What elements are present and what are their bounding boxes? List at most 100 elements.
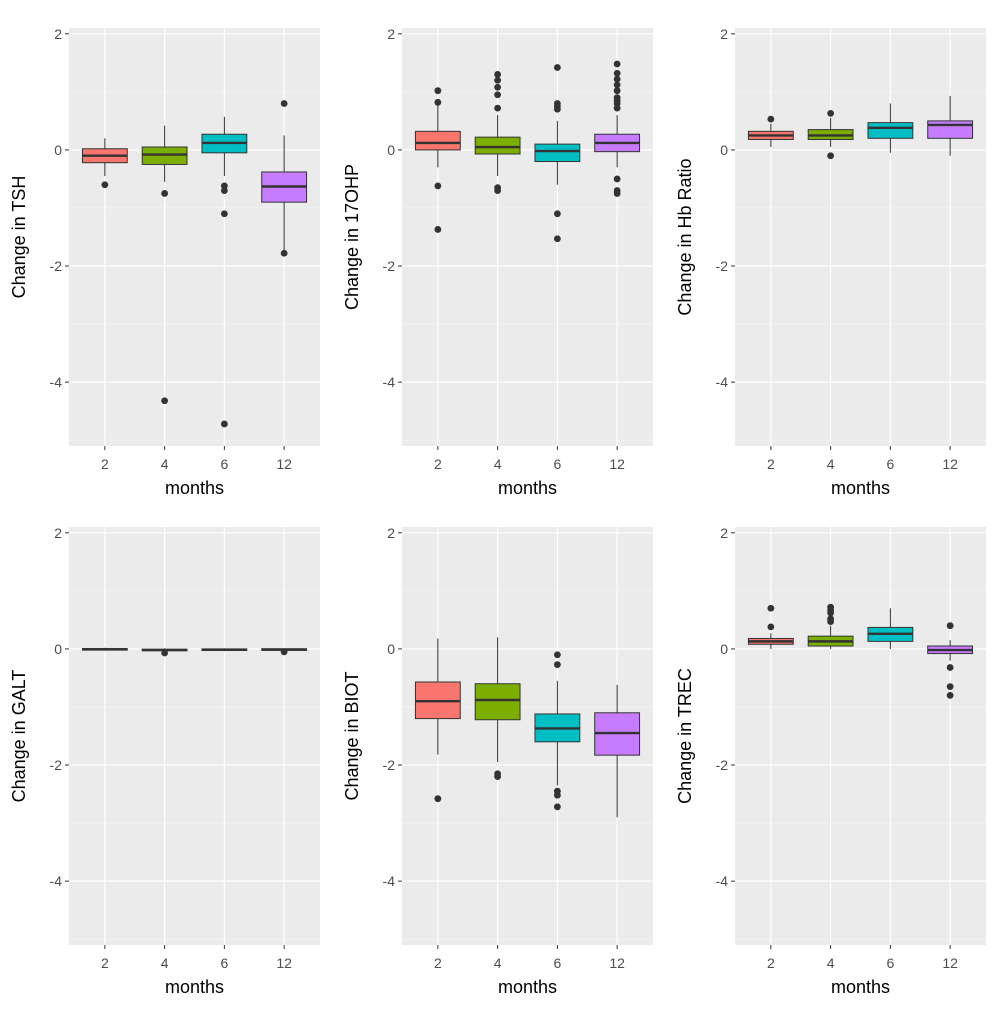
outlier-point (434, 795, 442, 803)
outlier-point (613, 190, 621, 197)
outlier-point (494, 187, 502, 194)
box-6-months (534, 64, 581, 243)
outlier-point (767, 604, 775, 612)
outlier-point (101, 181, 109, 189)
x-tick-label: 2 (101, 456, 109, 472)
outlier-point (613, 69, 621, 77)
y-tick-label: -4 (383, 873, 396, 889)
y-tick-label: 2 (54, 525, 62, 541)
y-axis-title: Change in 17OHP (342, 164, 362, 310)
outlier-point (946, 622, 954, 630)
box-body (474, 136, 521, 155)
outlier-point (553, 803, 561, 811)
outlier-point (494, 91, 502, 99)
y-tick-label: 0 (720, 142, 728, 158)
y-tick-label: -2 (50, 757, 63, 773)
outlier-point (767, 623, 775, 631)
box-2-months (414, 638, 461, 803)
outlier-point (553, 791, 561, 799)
y-tick-label: -2 (383, 258, 396, 274)
x-tick-label: 2 (434, 955, 442, 971)
outlier-point (553, 235, 561, 243)
outlier-point (553, 105, 561, 113)
outlier-point (613, 104, 621, 112)
x-tick-label: 12 (942, 955, 958, 971)
outlier-point (553, 661, 561, 668)
outlier-point (434, 182, 442, 190)
chart-panel-4: 2 0 -2 -4 2 4 6 12 months Change in GALT (9, 525, 320, 997)
box-12-months (927, 622, 974, 699)
x-axis-title: months (831, 977, 890, 997)
panel-background (69, 28, 320, 446)
box-12-months (261, 100, 308, 257)
panel-background (69, 527, 320, 945)
outlier-point (220, 210, 228, 218)
panel-background (735, 527, 986, 945)
x-tick-label: 4 (494, 955, 502, 971)
y-tick-label: 0 (54, 641, 62, 657)
box-2-months (81, 647, 128, 651)
outlier-point (553, 210, 561, 218)
outlier-point (767, 115, 775, 123)
outlier-point (827, 152, 835, 160)
outlier-point (161, 397, 169, 405)
box-4-months (474, 637, 521, 781)
x-tick-label: 6 (886, 456, 894, 472)
x-axis-title: months (831, 478, 890, 498)
outlier-point (280, 100, 288, 107)
x-tick-label: 12 (276, 456, 292, 472)
y-tick-label: 2 (720, 26, 728, 42)
outlier-point (553, 64, 561, 71)
box-body (867, 122, 914, 139)
y-axis-title: Change in BIOT (342, 671, 362, 800)
chart-panel-6: 2 0 -2 -4 2 4 6 12 months Change in TREC (675, 525, 986, 997)
x-tick-label: 4 (827, 955, 835, 971)
box-12-months (261, 648, 308, 656)
y-tick-label: -4 (50, 374, 63, 390)
x-tick-label: 12 (609, 456, 625, 472)
outlier-point (161, 190, 169, 197)
x-tick-label: 4 (161, 955, 169, 971)
y-tick-label: 2 (54, 26, 62, 42)
y-axis-title: Change in TREC (675, 668, 695, 804)
outlier-point (220, 420, 228, 428)
x-axis-title: months (498, 977, 557, 997)
y-tick-label: 2 (720, 525, 728, 541)
box-2-months (414, 87, 461, 233)
outlier-point (827, 618, 835, 626)
outlier-point (946, 664, 954, 671)
x-tick-label: 6 (553, 955, 561, 971)
outlier-point (946, 683, 954, 691)
x-tick-label: 6 (886, 955, 894, 971)
box-4-months (474, 71, 521, 194)
box-6-months (867, 103, 914, 153)
y-tick-label: -2 (716, 258, 729, 274)
outlier-point (494, 773, 502, 781)
box-body (534, 143, 581, 163)
outlier-point (161, 649, 169, 657)
outlier-point (613, 175, 621, 183)
box-6-months (867, 608, 914, 649)
x-tick-label: 4 (494, 456, 502, 472)
outlier-point (553, 651, 561, 659)
box-6-months (201, 116, 248, 428)
y-tick-label: -2 (716, 757, 729, 773)
box-4-months (141, 125, 188, 405)
box-12-months (594, 60, 641, 197)
x-axis-title: months (498, 478, 557, 498)
box-body (927, 120, 974, 139)
y-tick-label: 0 (387, 142, 395, 158)
box-body (474, 683, 521, 721)
x-tick-label: 12 (276, 955, 292, 971)
y-tick-label: 0 (387, 641, 395, 657)
x-axis-title: months (165, 977, 224, 997)
outlier-point (613, 60, 621, 68)
x-tick-label: 4 (827, 456, 835, 472)
outlier-point (434, 226, 442, 233)
chart-panel-2: 2 0 -2 -4 2 4 6 12 months Change in 17OHP (342, 26, 653, 498)
panel-background (735, 28, 986, 446)
x-tick-label: 6 (220, 955, 228, 971)
panel-background (402, 28, 653, 446)
box-6-months (201, 648, 248, 652)
